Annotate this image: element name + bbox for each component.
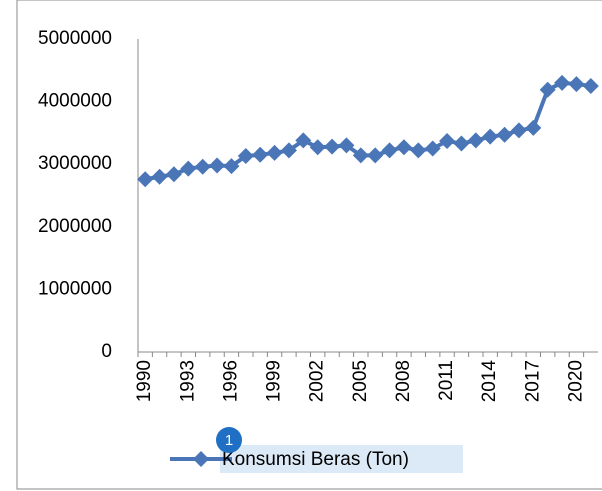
marker	[151, 168, 168, 185]
y-tick-label: 0	[101, 341, 112, 362]
y-tick-label: 3000000	[38, 153, 112, 174]
chart-frame	[16, 0, 602, 490]
marker	[381, 142, 398, 159]
marker	[338, 137, 355, 154]
marker	[194, 158, 211, 175]
marker	[252, 146, 269, 163]
marker	[568, 76, 585, 93]
marker	[209, 157, 226, 174]
marker	[424, 140, 441, 157]
marker	[137, 171, 154, 188]
marker	[582, 77, 599, 94]
x-tick-label: 2020	[565, 360, 586, 402]
marker	[309, 139, 326, 156]
x-tick-label: 1993	[177, 360, 198, 402]
marker	[410, 142, 427, 159]
x-tick-label: 2002	[307, 360, 328, 402]
marker	[352, 147, 369, 164]
y-tick-label: 4000000	[38, 91, 112, 112]
marker	[395, 139, 412, 156]
marker	[439, 133, 456, 150]
x-tick-label: 2017	[522, 360, 543, 402]
x-tick-label: 2011	[436, 360, 457, 401]
marker	[482, 128, 499, 145]
marker	[510, 122, 527, 139]
marker	[223, 158, 240, 175]
x-tick-label: 2008	[393, 360, 414, 402]
y-tick-label: 5000000	[38, 28, 112, 49]
legend-label: Konsumsi Beras (Ton)	[222, 449, 409, 470]
annotation-text: 1	[225, 432, 233, 449]
marker	[496, 126, 513, 143]
marker	[324, 138, 341, 155]
marker	[367, 147, 384, 164]
marker	[266, 144, 283, 161]
x-tick-label: 2014	[479, 360, 500, 403]
marker	[525, 119, 542, 136]
marker	[554, 74, 571, 91]
marker	[467, 132, 484, 149]
x-tick-label: 1996	[220, 360, 241, 402]
legend-highlight	[220, 445, 463, 473]
x-tick-label: 1990	[134, 360, 155, 402]
marker	[280, 142, 297, 159]
marker	[453, 135, 470, 152]
marker	[539, 81, 556, 98]
marker	[165, 166, 182, 183]
x-tick-label: 2005	[350, 360, 371, 402]
y-tick-label: 2000000	[38, 216, 112, 237]
marker	[237, 148, 254, 165]
marker	[295, 132, 312, 149]
annotation-badge	[216, 427, 242, 453]
x-tick-label: 1999	[264, 360, 285, 402]
legend-marker	[193, 451, 209, 467]
marker	[180, 160, 197, 177]
y-tick-label: 1000000	[38, 278, 112, 299]
